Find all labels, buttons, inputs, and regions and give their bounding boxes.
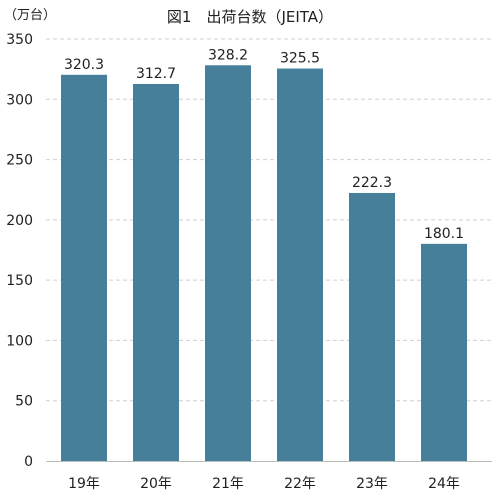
data-labels: 320.3 312.7 328.2 325.5 222.3 180.1 xyxy=(64,47,464,242)
y-tick-label: 250 xyxy=(6,153,33,169)
bar-value-label: 320.3 xyxy=(64,57,104,73)
x-tick-label: 19年 xyxy=(68,476,100,492)
y-tick-label: 50 xyxy=(15,394,33,410)
x-tick-label: 23年 xyxy=(356,476,388,492)
bar-23年 xyxy=(349,192,395,461)
y-tick-label: 200 xyxy=(6,213,33,229)
chart-title: 図1 出荷台数（JEITA） xyxy=(167,8,333,26)
y-tick-label: 300 xyxy=(6,92,33,108)
bar-20年 xyxy=(133,83,179,461)
y-axis-ticks: 0 50 100 150 200 250 300 350 xyxy=(6,32,33,470)
bar-value-label: 180.1 xyxy=(424,226,464,242)
gridlines xyxy=(46,38,492,402)
bar-22年 xyxy=(277,68,323,461)
x-tick-label: 24年 xyxy=(428,476,460,492)
bar-24年 xyxy=(421,243,467,461)
bar-value-label: 312.7 xyxy=(136,66,176,82)
y-tick-label: 150 xyxy=(6,273,33,289)
bar-21年 xyxy=(205,65,251,461)
bars xyxy=(61,65,467,461)
x-tick-label: 21年 xyxy=(212,476,244,492)
x-tick-label: 20年 xyxy=(140,476,172,492)
bar-value-label: 328.2 xyxy=(208,47,248,63)
bar-value-label: 222.3 xyxy=(352,175,392,191)
x-axis-ticks: 19年 20年 21年 22年 23年 24年 xyxy=(68,476,460,492)
y-axis-unit-label: （万台） xyxy=(4,8,56,23)
y-tick-label: 350 xyxy=(6,32,33,48)
x-tick-label: 22年 xyxy=(284,476,316,492)
bar-19年 xyxy=(61,74,107,461)
bar-value-label: 325.5 xyxy=(280,51,320,67)
y-tick-label: 100 xyxy=(6,333,33,349)
y-tick-label: 0 xyxy=(24,454,33,470)
